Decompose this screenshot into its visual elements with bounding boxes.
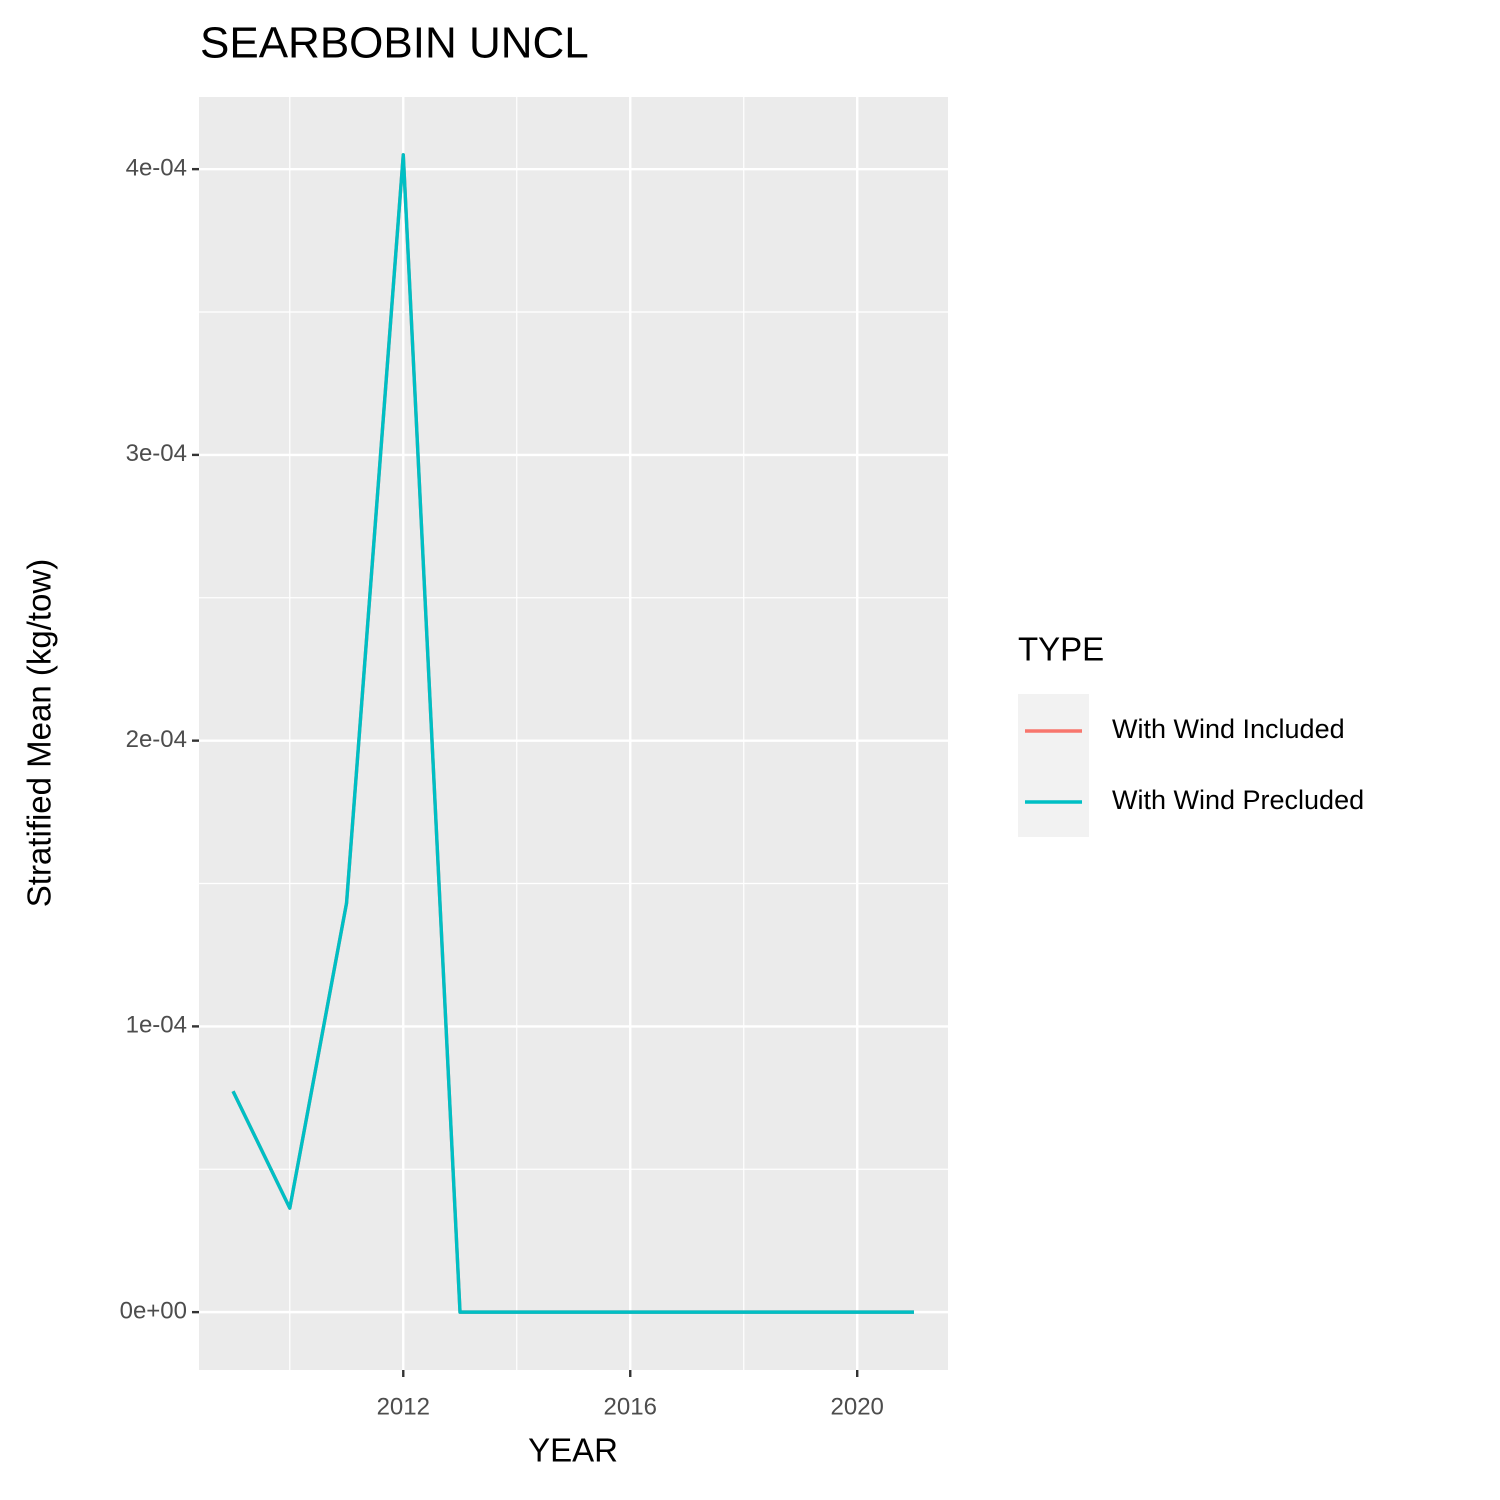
y-tick-label: 3e-04 [126, 440, 187, 467]
x-axis-title: YEAR [528, 1432, 618, 1469]
y-tick-label: 2e-04 [126, 726, 187, 753]
y-tick-label: 4e-04 [126, 154, 187, 181]
legend-title: TYPE [1018, 631, 1104, 668]
y-tick-label: 1e-04 [126, 1012, 187, 1039]
lines [231, 153, 914, 1314]
y-axis-title: Stratified Mean (kg/tow) [21, 559, 58, 907]
plot-panel [199, 97, 948, 1370]
y-tick-label: 0e+00 [120, 1297, 187, 1324]
x-tick-label: 2012 [377, 1393, 430, 1420]
x-tick-label: 2016 [604, 1393, 657, 1420]
chart-title: SEARBOBIN UNCL [200, 19, 589, 68]
legend-label: With Wind Included [1112, 714, 1345, 744]
legend-key-background [1018, 694, 1089, 837]
x-tick-label: 2020 [831, 1393, 884, 1420]
legend-label: With Wind Precluded [1112, 785, 1364, 815]
series-line [231, 153, 914, 1314]
